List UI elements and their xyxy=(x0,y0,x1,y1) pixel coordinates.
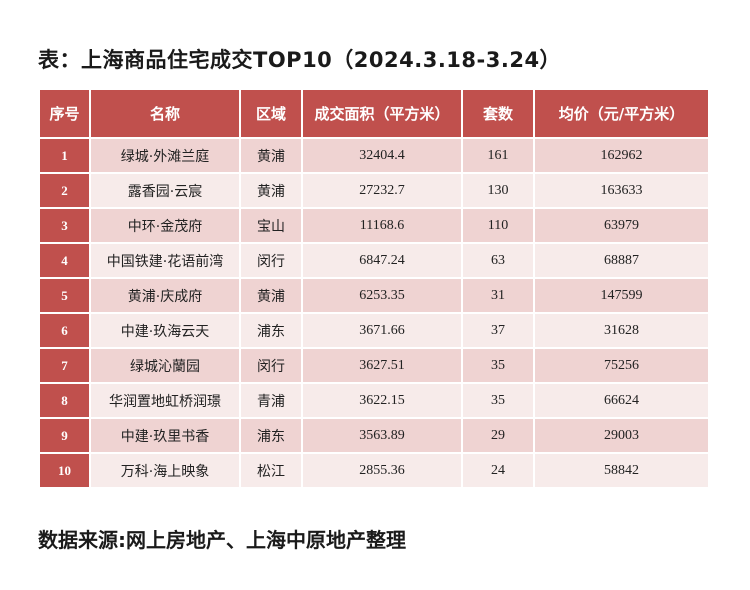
area-value: 3671.66 xyxy=(303,314,461,347)
price-value: 66624 xyxy=(535,384,708,417)
project-name: 中建·玖海云天 xyxy=(91,314,239,347)
table-row: 1 绿城·外滩兰庭 黄浦 32404.4 161 162962 xyxy=(40,139,708,172)
row-index: 4 xyxy=(40,244,89,277)
units-value: 24 xyxy=(463,454,533,487)
district: 浦东 xyxy=(241,314,301,347)
project-name: 露香园·云宸 xyxy=(91,174,239,207)
units-value: 110 xyxy=(463,209,533,242)
area-value: 6253.35 xyxy=(303,279,461,312)
price-value: 63979 xyxy=(535,209,708,242)
row-index: 7 xyxy=(40,349,89,382)
header-index: 序号 xyxy=(40,90,89,137)
units-value: 63 xyxy=(463,244,533,277)
row-index: 5 xyxy=(40,279,89,312)
price-value: 31628 xyxy=(535,314,708,347)
row-index: 8 xyxy=(40,384,89,417)
table-row: 2 露香园·云宸 黄浦 27232.7 130 163633 xyxy=(40,174,708,207)
units-value: 130 xyxy=(463,174,533,207)
table-row: 9 中建·玖里书香 浦东 3563.89 29 29003 xyxy=(40,419,708,452)
area-value: 3622.15 xyxy=(303,384,461,417)
units-value: 161 xyxy=(463,139,533,172)
district: 宝山 xyxy=(241,209,301,242)
units-value: 29 xyxy=(463,419,533,452)
ranking-table-container: 序号 名称 区域 成交面积（平方米） 套数 均价（元/平方米） 1 绿城·外滩兰… xyxy=(38,88,708,489)
project-name: 绿城沁蘭园 xyxy=(91,349,239,382)
header-district: 区域 xyxy=(241,90,301,137)
price-value: 147599 xyxy=(535,279,708,312)
district: 闵行 xyxy=(241,244,301,277)
district: 闵行 xyxy=(241,349,301,382)
table-row: 6 中建·玖海云天 浦东 3671.66 37 31628 xyxy=(40,314,708,347)
price-value: 75256 xyxy=(535,349,708,382)
table-title: 表：上海商品住宅成交TOP10（2024.3.18-3.24） xyxy=(38,48,562,72)
table-row: 7 绿城沁蘭园 闵行 3627.51 35 75256 xyxy=(40,349,708,382)
project-name: 万科·海上映象 xyxy=(91,454,239,487)
area-value: 3563.89 xyxy=(303,419,461,452)
table-row: 3 中环·金茂府 宝山 11168.6 110 63979 xyxy=(40,209,708,242)
row-index: 1 xyxy=(40,139,89,172)
header-area: 成交面积（平方米） xyxy=(303,90,461,137)
header-price: 均价（元/平方米） xyxy=(535,90,708,137)
row-index: 10 xyxy=(40,454,89,487)
district: 黄浦 xyxy=(241,139,301,172)
area-value: 3627.51 xyxy=(303,349,461,382)
units-value: 35 xyxy=(463,384,533,417)
table-header-row: 序号 名称 区域 成交面积（平方米） 套数 均价（元/平方米） xyxy=(40,90,708,137)
table-row: 5 黄浦·庆成府 黄浦 6253.35 31 147599 xyxy=(40,279,708,312)
area-value: 32404.4 xyxy=(303,139,461,172)
area-value: 2855.36 xyxy=(303,454,461,487)
project-name: 中建·玖里书香 xyxy=(91,419,239,452)
units-value: 37 xyxy=(463,314,533,347)
district: 黄浦 xyxy=(241,174,301,207)
table-row: 10 万科·海上映象 松江 2855.36 24 58842 xyxy=(40,454,708,487)
units-value: 35 xyxy=(463,349,533,382)
area-value: 27232.7 xyxy=(303,174,461,207)
project-name: 中国铁建·花语前湾 xyxy=(91,244,239,277)
project-name: 绿城·外滩兰庭 xyxy=(91,139,239,172)
table-row: 8 华润置地虹桥润璟 青浦 3622.15 35 66624 xyxy=(40,384,708,417)
table-row: 4 中国铁建·花语前湾 闵行 6847.24 63 68887 xyxy=(40,244,708,277)
row-index: 9 xyxy=(40,419,89,452)
row-index: 6 xyxy=(40,314,89,347)
price-value: 68887 xyxy=(535,244,708,277)
price-value: 29003 xyxy=(535,419,708,452)
district: 青浦 xyxy=(241,384,301,417)
header-name: 名称 xyxy=(91,90,239,137)
price-value: 58842 xyxy=(535,454,708,487)
price-value: 162962 xyxy=(535,139,708,172)
district: 浦东 xyxy=(241,419,301,452)
price-value: 163633 xyxy=(535,174,708,207)
area-value: 11168.6 xyxy=(303,209,461,242)
ranking-table: 序号 名称 区域 成交面积（平方米） 套数 均价（元/平方米） 1 绿城·外滩兰… xyxy=(38,88,710,489)
district: 松江 xyxy=(241,454,301,487)
units-value: 31 xyxy=(463,279,533,312)
row-index: 3 xyxy=(40,209,89,242)
header-units: 套数 xyxy=(463,90,533,137)
project-name: 华润置地虹桥润璟 xyxy=(91,384,239,417)
data-source-note: 数据来源:网上房地产、上海中原地产整理 xyxy=(38,528,406,552)
row-index: 2 xyxy=(40,174,89,207)
project-name: 黄浦·庆成府 xyxy=(91,279,239,312)
project-name: 中环·金茂府 xyxy=(91,209,239,242)
district: 黄浦 xyxy=(241,279,301,312)
area-value: 6847.24 xyxy=(303,244,461,277)
